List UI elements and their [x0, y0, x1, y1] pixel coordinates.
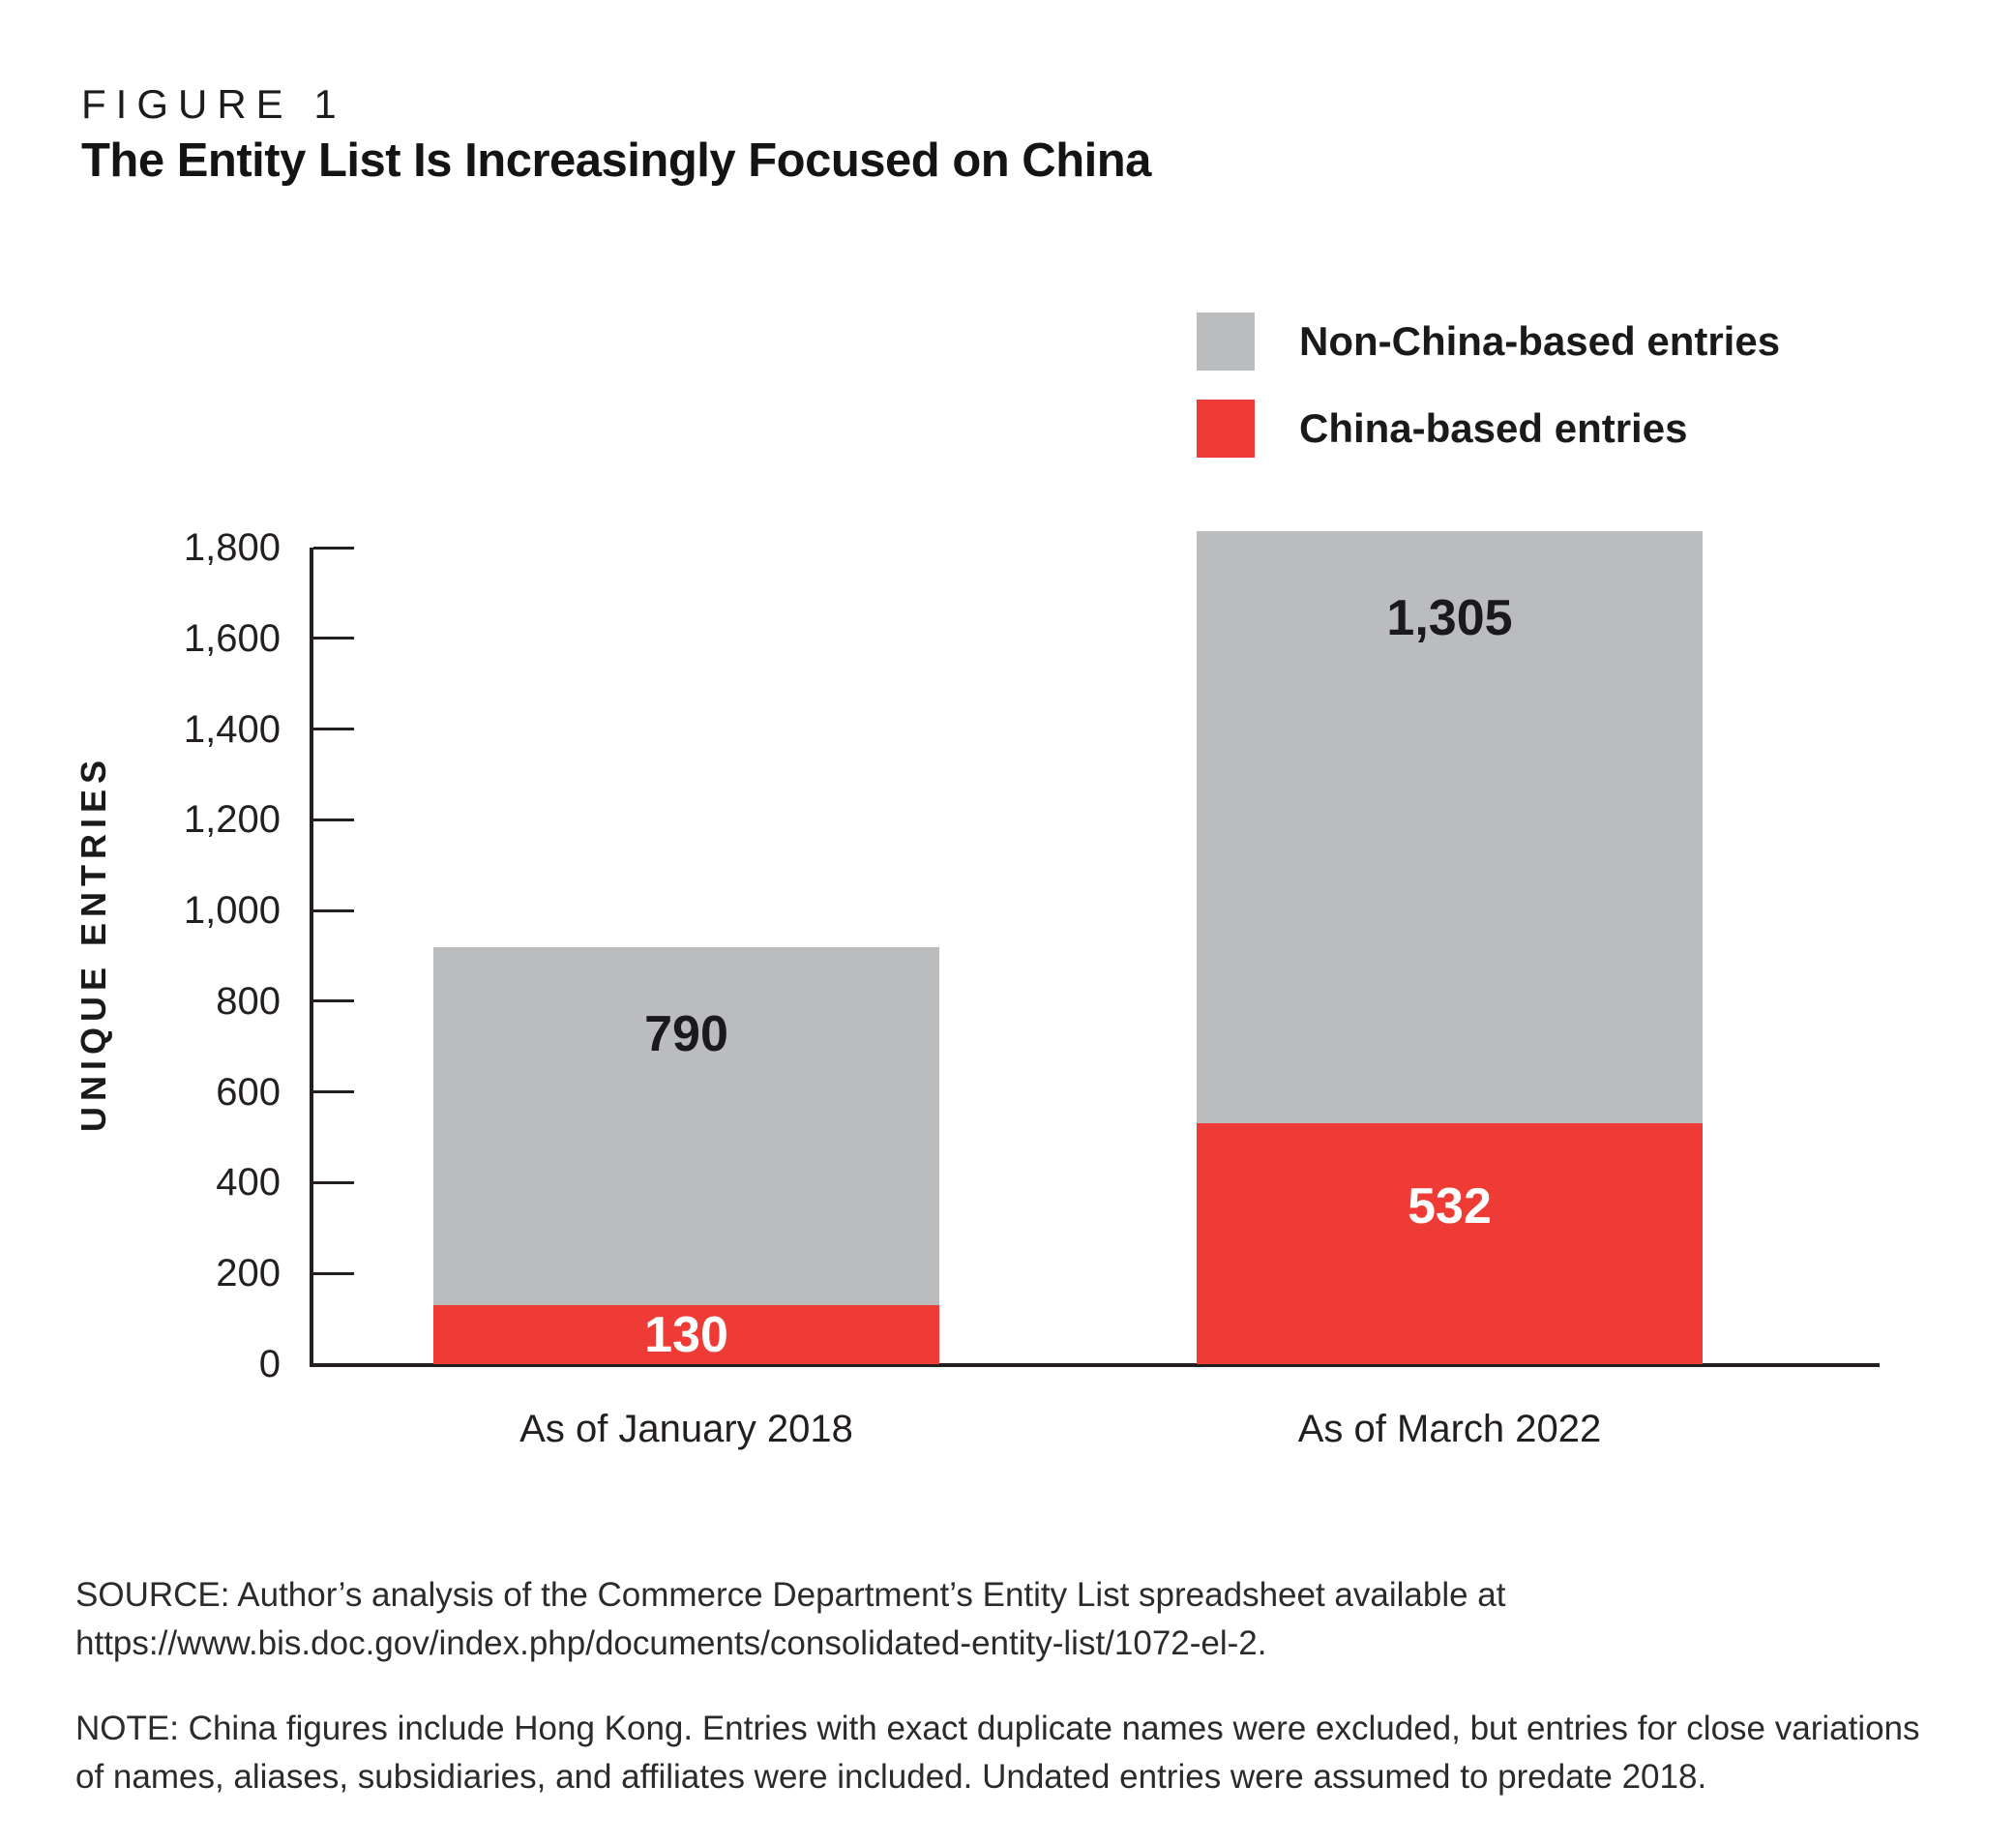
figure-kicker: FIGURE 1: [81, 81, 346, 127]
legend-label-non-china: Non-China-based entries: [1299, 318, 1781, 364]
x-axis-label-2022: As of March 2022: [1297, 1408, 1602, 1450]
bar-segment-china-2018: 130: [433, 1305, 939, 1364]
y-axis-tick: [313, 637, 354, 640]
bar-2018: 790 130: [433, 946, 939, 1364]
y-axis-tick: [313, 908, 354, 912]
legend-item-china: China-based entries: [1197, 400, 1780, 458]
note-line-2: of names, aliases, subsidiaries, and aff…: [75, 1758, 1707, 1796]
y-axis-tick-label: 400: [216, 1161, 281, 1205]
y-axis-tick: [313, 1271, 354, 1275]
source-note: SOURCE: Author’s analysis of the Commerc…: [75, 1571, 1505, 1668]
y-axis-tick: [313, 1090, 354, 1094]
y-axis-tick-label: 1,800: [183, 526, 281, 569]
bar-2022: 1,305 532: [1197, 530, 1703, 1364]
china-swatch-icon: [1197, 400, 1255, 458]
figure-title: The Entity List Is Increasingly Focused …: [81, 134, 1151, 187]
legend-item-non-china: Non-China-based entries: [1197, 312, 1780, 371]
y-axis-tick: [313, 1180, 354, 1184]
bar-segment-non-china-2022: 1,305: [1197, 530, 1703, 1123]
value-label-china-2022: 532: [1408, 1177, 1492, 1235]
y-axis-tick-label: 1,000: [183, 889, 281, 933]
legend-label-china: China-based entries: [1299, 405, 1688, 451]
value-label-non-china-2022: 1,305: [1386, 589, 1513, 646]
y-axis-tick-label: 0: [258, 1343, 281, 1385]
value-label-non-china-2018: 790: [644, 1005, 728, 1062]
y-axis-line: [310, 548, 313, 1367]
x-axis-label-2018: As of January 2018: [519, 1408, 853, 1450]
y-axis-tick-label: 1,400: [183, 707, 281, 751]
source-line-2: https://www.bis.doc.gov/index.php/docume…: [75, 1624, 1267, 1662]
methodology-note: NOTE: China figures include Hong Kong. E…: [75, 1705, 1920, 1801]
y-axis-tick-label: 800: [216, 979, 281, 1023]
note-line-1: NOTE: China figures include Hong Kong. E…: [75, 1710, 1920, 1747]
source-line-1: SOURCE: Author’s analysis of the Commerc…: [75, 1576, 1506, 1614]
bar-segment-china-2022: 532: [1197, 1122, 1703, 1364]
legend: Non-China-based entries China-based entr…: [1197, 312, 1780, 487]
value-label-china-2018: 130: [644, 1306, 728, 1363]
y-axis-tick: [313, 546, 354, 550]
y-axis-tick-label: 1,600: [183, 616, 281, 660]
y-axis-tick: [313, 999, 354, 1003]
bar-segment-non-china-2018: 790: [433, 946, 939, 1306]
y-axis-tick-label: 200: [216, 1252, 281, 1295]
y-axis-tick-label: 1,200: [183, 798, 281, 842]
y-axis-tick: [313, 818, 354, 821]
x-axis-line: [310, 1363, 1880, 1367]
y-axis-tick-label: 600: [216, 1070, 281, 1114]
y-axis-tick: [313, 728, 354, 731]
non-china-swatch-icon: [1197, 312, 1255, 371]
